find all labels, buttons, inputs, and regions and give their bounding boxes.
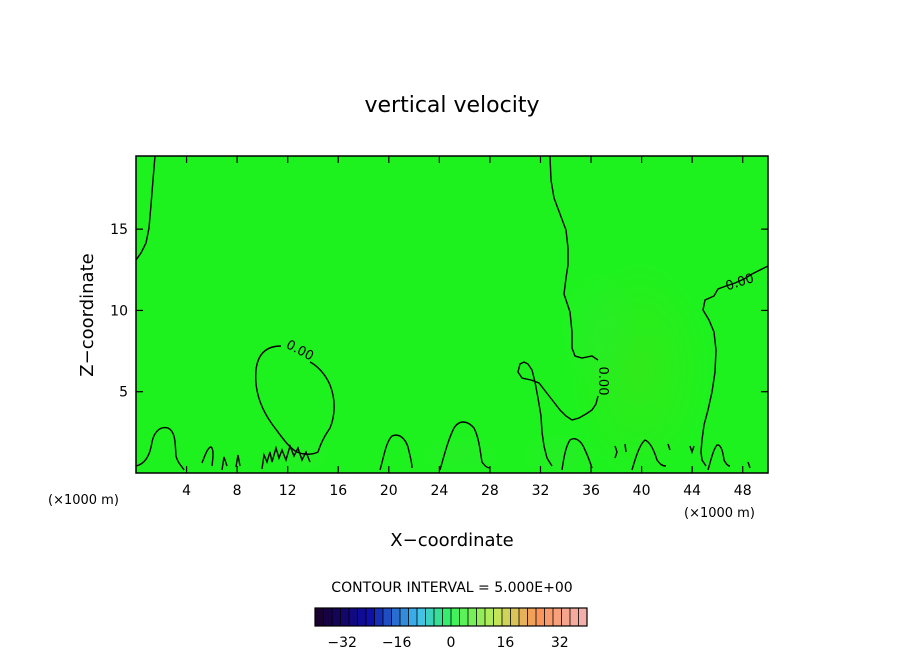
colorbar-cell — [434, 608, 443, 626]
field-anomaly — [520, 433, 600, 473]
colorbar-cell — [383, 608, 392, 626]
colorbar-cell — [408, 608, 418, 626]
colorbar-cell — [451, 608, 460, 626]
field-anomaly — [560, 270, 640, 390]
colorbar-cell — [485, 608, 494, 626]
colorbar-cell — [425, 608, 435, 626]
y-tick-label: 15 — [110, 222, 128, 238]
colorbar-tick-label: 16 — [496, 635, 514, 651]
contour-line — [549, 156, 599, 361]
colorbar-cell — [391, 608, 401, 626]
colorbar-cell — [544, 608, 554, 626]
contour-label: 0.00 — [595, 367, 610, 396]
colorbar-cell — [553, 608, 562, 626]
x-tick-label: 20 — [380, 483, 398, 499]
contour-line — [379, 434, 413, 471]
contour-line — [667, 443, 671, 451]
contour-line — [747, 461, 751, 469]
colorbar-cell — [442, 608, 452, 626]
chart-title: vertical velocity — [364, 93, 539, 118]
contour-line — [439, 421, 491, 471]
colorbar-cell — [323, 608, 333, 626]
colorbar-cell — [476, 608, 486, 626]
colorbar-cell — [417, 608, 426, 626]
contour-line — [707, 444, 731, 471]
colorbar-cell — [349, 608, 358, 626]
x-tick-label: 4 — [182, 483, 191, 499]
colorbar — [314, 607, 588, 627]
colorbar-cell — [332, 608, 341, 626]
x-tick-label: 28 — [481, 483, 499, 499]
contour-line — [614, 445, 618, 459]
contour-line — [136, 426, 185, 471]
x-tick-label: 44 — [683, 483, 701, 499]
x-ticks: 4 8 12 16 20 24 28 32 36 40 44 48 — [182, 156, 752, 499]
colorbar-cell — [519, 608, 528, 626]
colorbar-cell — [357, 608, 367, 626]
contour-line — [700, 265, 768, 467]
colorbar-frame — [314, 607, 588, 627]
colorbar-cell — [374, 608, 384, 626]
colorbar-tick-label: −32 — [327, 635, 357, 651]
contour-interval: CONTOUR INTERVAL = 5.000E+00 — [331, 580, 572, 596]
contour-line — [517, 361, 599, 467]
contour-line — [624, 443, 627, 453]
colorbar-cell — [493, 608, 503, 626]
x-tick-label: 48 — [734, 483, 752, 499]
colorbar-cell — [366, 608, 375, 626]
contour-line — [136, 156, 156, 261]
y-axis-label: Z−coordinate — [77, 253, 98, 376]
contour-line — [689, 445, 695, 455]
x-axis-label: X−coordinate — [390, 530, 513, 551]
colorbar-tick-label: −16 — [382, 635, 412, 651]
colorbar-cell — [400, 608, 409, 626]
x-tick-label: 24 — [430, 483, 448, 499]
colorbar-cell — [340, 608, 350, 626]
y-tick-label: 5 — [119, 385, 128, 401]
colorbar-tick-label: 32 — [551, 635, 569, 651]
contour-line — [561, 438, 593, 471]
x-tick-label: 32 — [532, 483, 550, 499]
colorbar-cell — [502, 608, 511, 626]
contour-line — [201, 446, 214, 467]
colorbar-cell — [527, 608, 537, 626]
x-tick-label: 12 — [279, 483, 297, 499]
contour-line — [235, 454, 241, 468]
field-anomaly — [420, 435, 500, 473]
x-tick-label: 40 — [633, 483, 651, 499]
colorbar-cell — [510, 608, 520, 626]
x-unit-label-right: (×1000 m) — [684, 506, 755, 521]
contour-line — [221, 456, 228, 471]
contour-line — [631, 439, 667, 471]
colorbar-cell — [468, 608, 477, 626]
plot-frame — [135, 155, 769, 474]
contour-lines — [136, 156, 768, 471]
field-fill — [136, 156, 768, 473]
x-tick-label: 8 — [233, 483, 242, 499]
colorbar-ticks: −32 −16 0 16 32 — [327, 635, 568, 651]
colorbar-cell — [459, 608, 469, 626]
contour-line — [255, 345, 335, 455]
contour-line — [261, 443, 311, 470]
y-tick-label: 10 — [110, 303, 128, 319]
colorbar-cell — [315, 608, 324, 626]
y-ticks: 5 10 15 — [110, 222, 768, 401]
colorbar-cell — [578, 608, 588, 626]
colorbar-cell — [570, 608, 579, 626]
colorbar-tick-label: 0 — [447, 635, 456, 651]
x-tick-label: 16 — [329, 483, 347, 499]
x-tick-label: 36 — [582, 483, 600, 499]
colorbar-cell — [536, 608, 545, 626]
colorbar-cell — [561, 608, 571, 626]
x-unit-label: (×1000 m) — [48, 493, 119, 508]
